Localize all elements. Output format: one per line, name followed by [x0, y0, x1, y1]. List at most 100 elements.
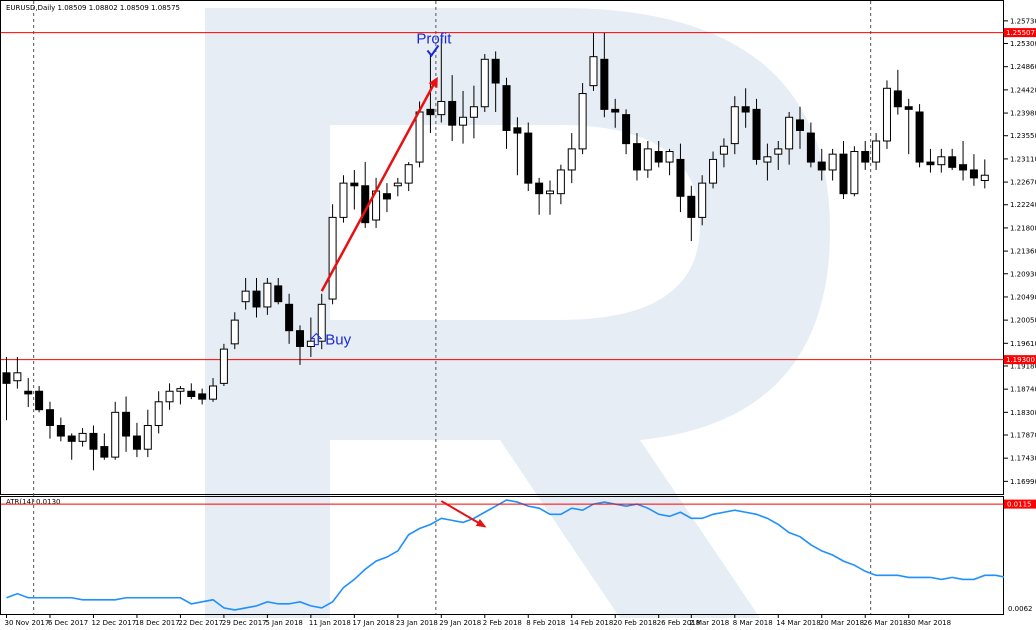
- candle: [535, 177, 544, 215]
- price-tick-label: 1.25300: [1010, 40, 1036, 48]
- price-tick-label: 1.24860: [1010, 63, 1036, 71]
- candle-body-bull: [643, 148, 652, 171]
- candle-body-bear: [24, 390, 33, 395]
- candle: [948, 148, 957, 170]
- candle: [2, 357, 11, 421]
- price-tick-label: 1.20930: [1010, 270, 1036, 278]
- date-tick-label: 8 Feb 2018: [526, 619, 565, 627]
- price-tick-label: 1.22670: [1010, 179, 1036, 187]
- candle: [904, 98, 913, 155]
- candle: [882, 80, 891, 149]
- candle: [143, 409, 152, 458]
- candle-body-bear: [448, 100, 457, 126]
- candle-body-bull: [306, 340, 315, 347]
- candle-body-bull: [709, 158, 718, 184]
- date-tick-label: 22 Dec 2017: [178, 619, 223, 627]
- symbol-info: EURUSD,Daily 1.08509 1.08802 1.08509 1.0…: [6, 4, 180, 12]
- candle: [165, 383, 174, 410]
- candle: [741, 88, 750, 128]
- candle-body-bear: [654, 151, 663, 163]
- candle: [872, 133, 881, 170]
- check-icon: [426, 44, 440, 58]
- candle-body-bear: [513, 127, 522, 134]
- candle-body-bear: [491, 58, 500, 84]
- candle-body-bull: [241, 290, 250, 303]
- date-tick-label: 23 Jan 2018: [396, 619, 438, 627]
- candle: [469, 85, 478, 139]
- candle: [187, 383, 196, 400]
- up-arrow-icon: [310, 332, 323, 346]
- candle: [78, 428, 87, 447]
- candle-body-bear: [904, 106, 913, 110]
- level-price-box: [1004, 355, 1036, 365]
- candle: [915, 104, 924, 168]
- candle-body-bull: [785, 116, 794, 150]
- candle-body-bull: [578, 93, 587, 150]
- candle-body-bear: [535, 182, 544, 195]
- candle-body-bear: [502, 85, 511, 131]
- date-tick-label: 30 Mar 2018: [907, 619, 951, 627]
- candle-body-bull: [882, 87, 891, 142]
- candle-body-bear: [632, 143, 641, 171]
- candle-body-bull: [437, 100, 446, 116]
- candle-body-bear: [187, 390, 196, 398]
- candle-body-bear: [817, 161, 826, 171]
- atr-line: [6, 499, 1004, 611]
- candle-body-bear: [67, 435, 76, 442]
- candle-body-bull: [763, 156, 772, 163]
- price-tick-label: 1.22240: [1010, 201, 1036, 209]
- price-tick-label: 1.21800: [1010, 224, 1036, 232]
- candle-body-bear: [687, 195, 696, 218]
- candle-body-bear: [676, 158, 685, 197]
- candle: [361, 162, 370, 228]
- price-tick-label: 1.20050: [1010, 317, 1036, 325]
- candle-body-bear: [252, 290, 261, 308]
- date-tick-label: 20 Feb 2018: [613, 619, 657, 627]
- date-tick-label: 30 Nov 2017: [5, 619, 50, 627]
- candle-body-bear: [948, 156, 957, 168]
- candle: [665, 148, 674, 176]
- candle-body-bull: [143, 425, 152, 450]
- candle: [937, 148, 946, 173]
- date-tick-label: 18 Dec 2017: [135, 619, 180, 627]
- date-tick-label: 14 Mar 2018: [776, 619, 820, 627]
- candle-body-bear: [839, 153, 848, 195]
- candle-body-bull: [872, 140, 881, 163]
- date-tick-label: 29 Jan 2018: [439, 619, 481, 627]
- price-tick-label: 1.25730: [1010, 17, 1036, 25]
- period-separators: [33, 1, 872, 614]
- candle: [274, 277, 283, 305]
- date-tick-label: 26 Mar 2018: [863, 619, 907, 627]
- candle: [67, 433, 76, 460]
- candle: [426, 54, 435, 134]
- candle: [448, 75, 457, 141]
- atr-arrow-line: [440, 500, 486, 528]
- candle-body-bear: [382, 193, 391, 200]
- price-tick-label: 1.24420: [1010, 86, 1036, 94]
- candle: [491, 51, 500, 113]
- candle: [969, 154, 978, 186]
- price-tick-label: 1.19180: [1010, 362, 1036, 370]
- candle-body-bull: [263, 282, 272, 308]
- candle-body-bear: [969, 169, 978, 179]
- watermark-logo: [205, 8, 830, 618]
- candle-body-bear: [350, 182, 359, 187]
- main-pane: [0, 0, 1004, 495]
- candle-body-bull: [13, 372, 22, 382]
- candle: [502, 77, 511, 149]
- candle: [643, 140, 652, 178]
- candle: [774, 140, 783, 170]
- atr-level-label: 0.0115: [1007, 501, 1032, 509]
- price-tick-label: 1.17870: [1010, 431, 1036, 439]
- candle: [209, 378, 218, 402]
- price-tick-label: 1.18300: [1010, 409, 1036, 417]
- candle: [35, 385, 44, 413]
- candle: [317, 293, 326, 350]
- candle: [198, 388, 207, 405]
- candle-body-bear: [915, 111, 924, 163]
- candle: [24, 378, 33, 408]
- candle: [980, 159, 989, 189]
- candle-body-bull: [774, 148, 783, 155]
- candle: [676, 143, 685, 213]
- candle: [622, 109, 631, 155]
